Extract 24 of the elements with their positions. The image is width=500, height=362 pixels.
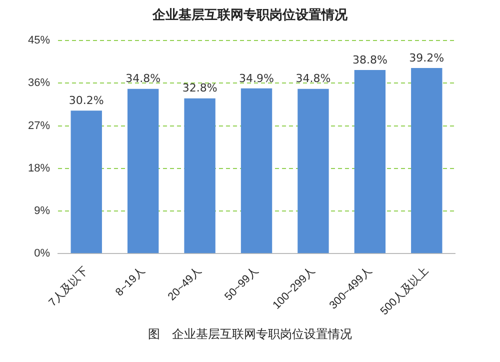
x-tick-label: 7人及以下 [46, 264, 91, 309]
data-label: 38.8% [352, 53, 388, 66]
y-tick-label: 0% [34, 248, 50, 260]
y-tick-label: 45% [28, 34, 50, 47]
data-label: 32.8% [182, 82, 218, 95]
data-label: 34.9% [239, 72, 274, 85]
bar [354, 70, 386, 254]
bar [184, 98, 216, 254]
bar [411, 68, 442, 254]
y-tick-label: 27% [28, 120, 50, 132]
data-label: 34.8% [296, 72, 331, 86]
y-tick-label: 36% [28, 77, 50, 90]
bar [240, 88, 272, 254]
bar [127, 88, 159, 254]
y-tick-label: 18% [28, 162, 50, 174]
data-label: 34.8% [126, 72, 161, 86]
bar [70, 110, 102, 254]
bar [298, 88, 329, 254]
data-label: 39.2% [409, 51, 444, 64]
text: 图 企业基层互联网专职岗位设置情况 [147, 326, 353, 343]
chart-title: 企业基层互联网专职岗位设置情况 [151, 7, 348, 24]
data-label: 30.2% [68, 94, 104, 108]
x-tick-label: 500人及以上 [378, 264, 431, 318]
y-tick-label: 9% [34, 205, 50, 218]
